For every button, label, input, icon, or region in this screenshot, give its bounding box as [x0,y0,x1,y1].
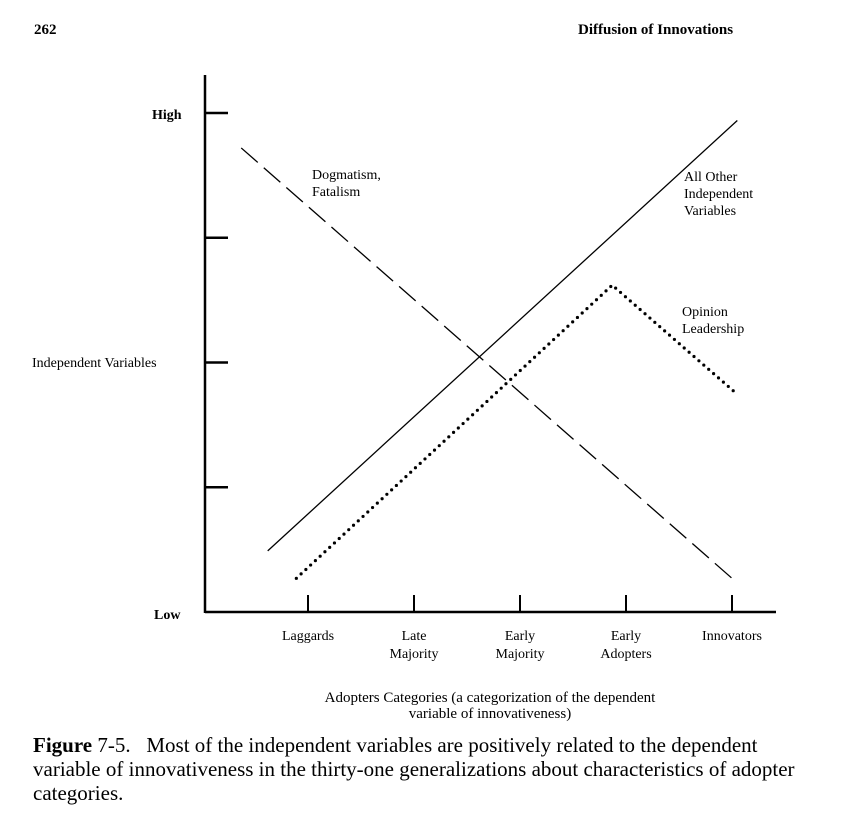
x-axis-label-line: Adopters Categories (a categorization of… [324,690,656,706]
x-tick-label: Early [611,629,641,644]
y-tick-high: High [152,108,182,123]
x-tick-label: Majority [390,647,439,662]
x-axis-label: Adopters Categories (a categorization of… [200,690,780,722]
series-label: Dogmatism, [312,168,381,183]
figure-caption-text: Most of the independent variables are po… [33,733,795,805]
x-tick-label: Adopters [600,647,651,662]
series-line-all-other-independent-variables [267,120,738,552]
figure-caption: Figure 7-5. Most of the independent vari… [33,733,823,805]
series-label: Variables [684,204,736,219]
series-label: Independent [684,187,753,202]
x-tick-label: Innovators [702,629,762,644]
series-label: Leadership [682,322,744,337]
x-tick-label: Majority [496,647,545,662]
x-axis-label-line: variable of innovativeness) [408,706,572,722]
x-tick-label: Late [402,629,427,644]
x-tick-label: Laggards [282,629,334,644]
running-title: Diffusion of Innovations [578,22,734,38]
figure-label: Figure [33,733,93,757]
y-axis-label: Independent Variables [32,356,157,371]
x-tick-label: Early [505,629,535,644]
page-number: 262 [34,22,57,38]
figure-number: 7-5. [97,733,131,757]
series-label: All Other [684,170,738,185]
series-line-opinion-leadership [294,283,737,580]
series-label: Fatalism [312,185,360,200]
series-label: Opinion [682,305,728,320]
y-tick-low: Low [154,608,181,623]
series-line-dogmatism-fatalism [240,147,733,579]
